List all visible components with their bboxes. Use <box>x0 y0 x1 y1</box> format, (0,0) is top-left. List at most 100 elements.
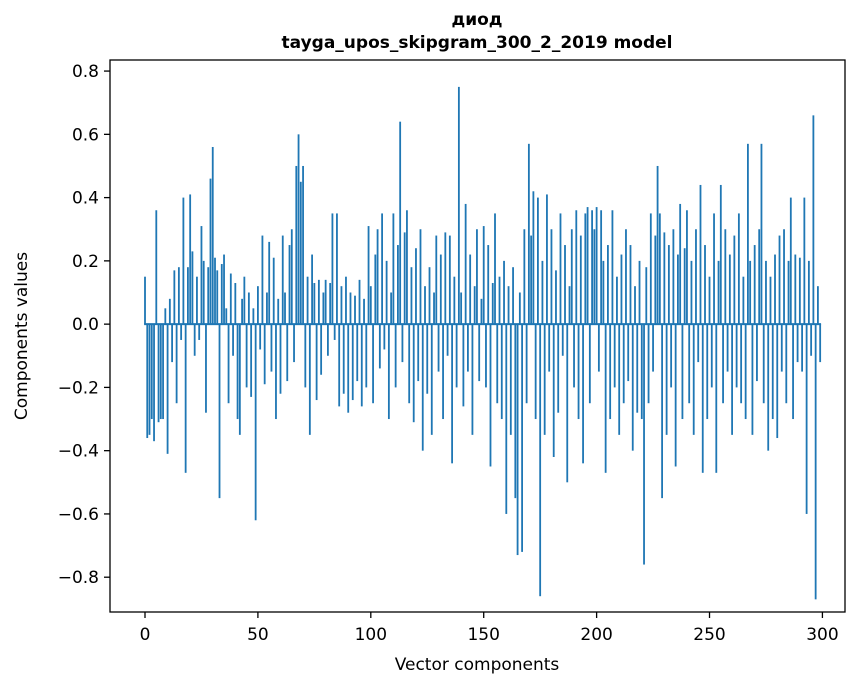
bar <box>525 324 528 404</box>
bar <box>182 197 185 325</box>
bar <box>200 226 203 325</box>
axes-box <box>109 59 846 613</box>
bar <box>448 235 451 325</box>
bar <box>243 276 246 325</box>
bar <box>164 308 167 325</box>
bar <box>552 324 555 457</box>
bar <box>299 181 302 325</box>
bar <box>749 260 752 325</box>
bar <box>317 279 320 325</box>
bar <box>683 248 686 325</box>
y-tick-label: −0.2 <box>58 378 99 398</box>
bar <box>512 267 514 325</box>
bar <box>288 245 291 325</box>
bar <box>742 276 745 325</box>
bar <box>247 292 250 325</box>
bar <box>498 276 501 325</box>
bar <box>155 210 158 325</box>
bar <box>760 143 763 325</box>
bar <box>211 146 214 325</box>
bar <box>679 203 682 325</box>
bar <box>792 324 794 420</box>
bar <box>613 324 616 388</box>
bar <box>424 286 426 325</box>
bar <box>611 210 614 325</box>
bar <box>579 235 582 325</box>
bar <box>354 295 356 325</box>
bar <box>568 286 571 325</box>
bar <box>216 270 219 325</box>
bar <box>537 197 539 325</box>
bar <box>241 298 243 325</box>
bar <box>548 324 551 372</box>
bar <box>769 276 772 325</box>
x-tick-label: 250 <box>693 625 725 645</box>
bar <box>796 324 799 363</box>
bar <box>401 324 404 363</box>
bar <box>622 324 625 404</box>
bar <box>636 324 639 413</box>
bar <box>266 292 268 325</box>
bar <box>365 324 368 388</box>
bar <box>507 286 510 325</box>
bar <box>257 286 259 325</box>
bar <box>439 254 442 325</box>
bar <box>695 229 697 325</box>
bar <box>306 276 309 325</box>
bar <box>591 210 593 325</box>
bar <box>229 273 232 325</box>
bar <box>602 260 605 325</box>
bar <box>340 286 343 325</box>
bar <box>245 324 248 388</box>
bar <box>376 229 379 325</box>
bar <box>672 229 675 325</box>
bar <box>369 286 372 325</box>
bar <box>521 324 523 552</box>
bar <box>555 270 557 325</box>
chart-subtitle: tayga_upos_skipgram_300_2_2019 model <box>282 33 673 53</box>
bar <box>184 324 187 473</box>
bar <box>798 257 801 325</box>
bar <box>250 324 253 397</box>
bar <box>539 324 542 597</box>
bar <box>457 86 460 325</box>
bar <box>505 324 508 514</box>
bar <box>807 260 810 325</box>
bar <box>272 257 275 325</box>
bar <box>259 324 262 350</box>
bar <box>564 245 566 325</box>
bar <box>293 324 295 363</box>
bar <box>150 324 153 420</box>
bar <box>566 324 569 483</box>
bar <box>410 267 413 325</box>
bar <box>586 207 589 325</box>
bar <box>281 235 284 325</box>
bar <box>496 324 499 404</box>
bar <box>509 324 512 435</box>
bar <box>688 324 691 404</box>
bar <box>358 279 361 325</box>
bar <box>196 276 198 325</box>
bars-group <box>144 86 822 600</box>
bar <box>491 283 494 325</box>
bar <box>645 267 648 325</box>
bar <box>595 207 598 325</box>
bar <box>670 324 673 388</box>
bar <box>421 324 424 451</box>
bar <box>728 254 731 325</box>
bar <box>717 260 720 325</box>
bar <box>812 115 815 325</box>
bar <box>351 324 354 401</box>
bar <box>171 324 173 363</box>
bar <box>460 292 463 325</box>
bar <box>677 254 679 325</box>
bar <box>710 324 713 388</box>
bar <box>713 213 715 325</box>
bar <box>627 324 630 382</box>
bar <box>153 324 155 442</box>
bar <box>205 324 207 413</box>
bar <box>297 134 300 325</box>
bar <box>489 324 492 467</box>
